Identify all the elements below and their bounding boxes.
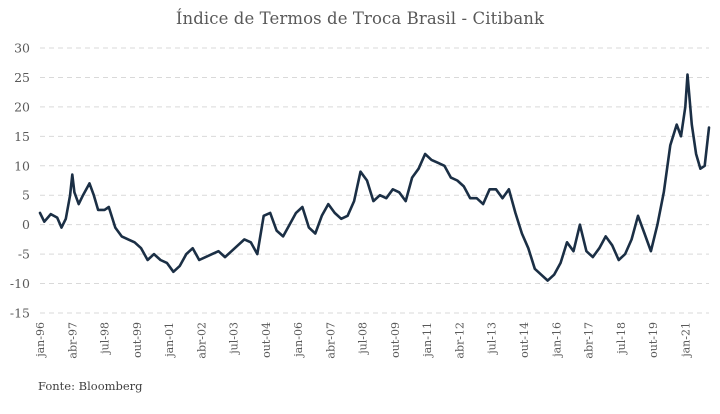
- x-tick-label: jan-21: [679, 322, 692, 359]
- x-tick-label: jan-96: [34, 322, 47, 359]
- x-tick-label: jul-18: [615, 322, 628, 356]
- y-tick-label: 30: [14, 41, 30, 56]
- series-layer: [38, 73, 711, 282]
- x-tick-label: jan-11: [421, 322, 434, 359]
- source-note: Fonte: Bloomberg: [38, 379, 143, 393]
- x-tick-label: abr-07: [324, 322, 337, 359]
- y-tick-label: 5: [22, 188, 30, 203]
- y-tick-label: -5: [18, 247, 30, 262]
- x-tick-label: jul-98: [99, 322, 112, 356]
- x-axis-ticks: jan-96 abr-97 jul-98 out-99 jan-01 abr-02 jul-…: [34, 322, 692, 359]
- x-tick-label: jan-16: [550, 322, 563, 359]
- x-tick-label: abr-12: [453, 322, 466, 359]
- x-tick-label: out-19: [647, 322, 660, 358]
- x-tick-label: jul-08: [357, 322, 370, 356]
- y-axis-ticks: -15 -10 -5 0 5 10 15 20 25 30: [10, 41, 30, 321]
- y-tick-label: -15: [10, 306, 30, 321]
- gridlines: [40, 47, 709, 314]
- x-tick-label: out-09: [389, 322, 402, 358]
- x-tick-label: abr-97: [66, 322, 79, 359]
- x-tick-label: jan-01: [163, 322, 176, 359]
- y-tick-label: 0: [22, 217, 30, 232]
- x-tick-label: jan-06: [292, 322, 305, 359]
- x-tick-label: out-14: [518, 322, 531, 358]
- y-tick-label: 20: [14, 99, 30, 114]
- y-tick-label: 25: [14, 70, 30, 85]
- x-tick-label: abr-02: [195, 322, 208, 359]
- chart-title: Índice de Termos de Troca Brasil - Citib…: [175, 9, 545, 28]
- x-tick-label: abr-17: [583, 322, 596, 359]
- y-tick-label: 15: [14, 129, 30, 144]
- series-line: [38, 73, 711, 282]
- y-tick-label: 10: [14, 158, 30, 173]
- x-tick-label: out-99: [131, 322, 144, 358]
- x-tick-label: jul-03: [228, 322, 241, 356]
- x-tick-label: jul-13: [486, 322, 499, 356]
- x-tick-label: out-04: [260, 322, 273, 358]
- y-tick-label: -10: [10, 276, 30, 291]
